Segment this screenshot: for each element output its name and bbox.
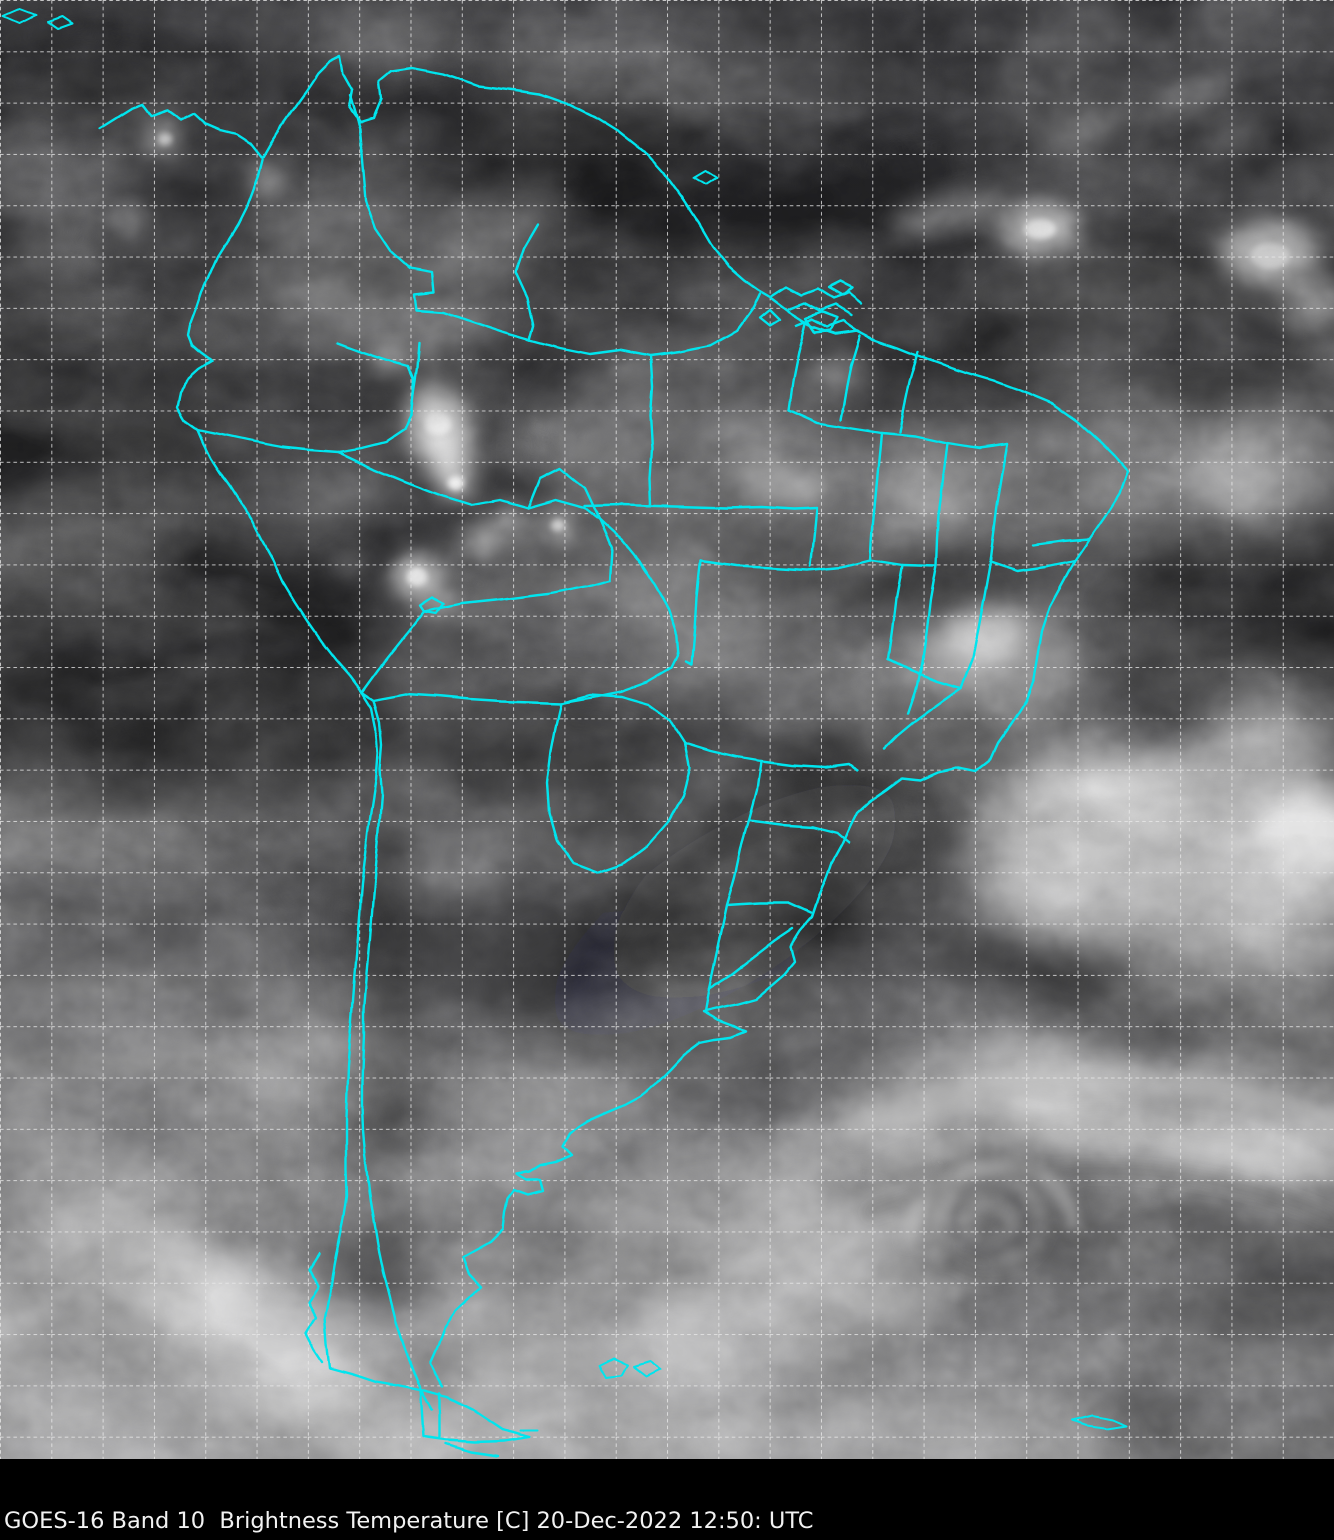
amazonas-state-line: [648, 354, 654, 507]
venezuela-brazil-border: [528, 292, 762, 358]
colombia-peru-border: [336, 450, 474, 507]
minas-saopaulo-line: [882, 686, 963, 751]
falkland-east: [633, 1361, 662, 1378]
paraguay-outline: [545, 693, 692, 875]
peru-bolivia-border: [360, 610, 426, 694]
frguiana-brazil-border: [897, 350, 920, 434]
guyana-suriname-border: [787, 321, 808, 412]
amazon-horizontal-line: [583, 503, 819, 511]
colombia-brazil-border: [336, 340, 421, 454]
venezuela-guyana-border: [514, 222, 540, 342]
fuego-south-line: [444, 1442, 500, 1458]
latlon-graticule: [0, 0, 1334, 1459]
mato-grosso-line: [684, 559, 702, 667]
coastline-west: [175, 158, 380, 1370]
santa-catarina-state-line: [725, 901, 813, 915]
amazon-delta: [758, 280, 873, 340]
colombia-venezuela-south: [336, 341, 416, 396]
trinidad-island: [693, 170, 718, 186]
coastline-north-east: [98, 55, 1130, 1389]
country-state-borders: [3, 8, 1130, 1458]
para-maranhao-line: [868, 431, 883, 562]
caption-bar: GOES-16 Band 10 Brightness Temperature […: [0, 1459, 1334, 1540]
chilean-archipelago: [304, 1252, 324, 1364]
ecuador-colombia-border: [196, 428, 340, 454]
satellite-imagery: [0, 0, 1334, 1459]
northeast-fan-line-1: [988, 559, 1077, 573]
chile-argentina-border: [360, 690, 434, 1412]
suriname-frguiana-border: [839, 334, 862, 422]
bolivia-north-border: [422, 578, 612, 614]
piaui-ceara-line: [988, 442, 1010, 564]
goias-minas-line: [887, 658, 963, 690]
northeast-fan-line-2: [1032, 537, 1092, 547]
acre-border: [526, 466, 602, 522]
corner-island-1: [3, 8, 37, 24]
bolivia-brazil-west: [598, 518, 614, 582]
tocantins-line-1: [887, 563, 905, 662]
north-brazil-state-line: [787, 408, 1010, 450]
uruguay-brazil-border: [707, 927, 795, 991]
sao-paulo-state-line: [759, 759, 859, 772]
parana-state-line: [747, 819, 851, 845]
falkland-west: [599, 1358, 629, 1379]
paraguay-brazil-border: [683, 741, 763, 763]
parana-river-border: [703, 759, 763, 1014]
peru-brazil-border: [470, 498, 602, 522]
corner-island-2: [47, 16, 73, 30]
bolivia-paraguay-border: [559, 666, 674, 705]
magellan-strait: [328, 1366, 422, 1392]
south-para-line: [698, 558, 938, 572]
bolivia-argentina-border: [372, 692, 563, 705]
bahia-line: [959, 560, 992, 690]
bolivia-brazil-east: [598, 518, 680, 670]
goias-inner-line: [906, 661, 924, 715]
tocantins-line-2: [920, 564, 938, 665]
para-amazonas-line: [809, 506, 819, 568]
maranhao-piaui-line: [934, 441, 949, 568]
tierra-del-fuego: [419, 1388, 533, 1444]
colombia-venezuela-border: [348, 94, 532, 342]
south-georgia-island: [1071, 1415, 1127, 1430]
caption-text: GOES-16 Band 10 Brightness Temperature […: [4, 1508, 814, 1535]
